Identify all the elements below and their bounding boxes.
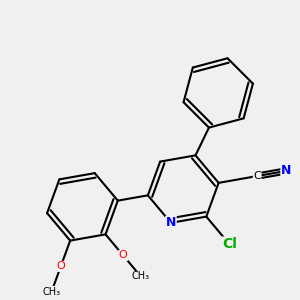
Text: N: N (166, 216, 176, 229)
Text: O: O (56, 261, 65, 272)
Text: CH₃: CH₃ (42, 287, 61, 297)
Text: O: O (119, 250, 128, 260)
Text: Cl: Cl (222, 237, 237, 251)
Text: N: N (281, 164, 291, 178)
Text: CH₃: CH₃ (132, 272, 150, 281)
Text: C: C (253, 171, 261, 181)
